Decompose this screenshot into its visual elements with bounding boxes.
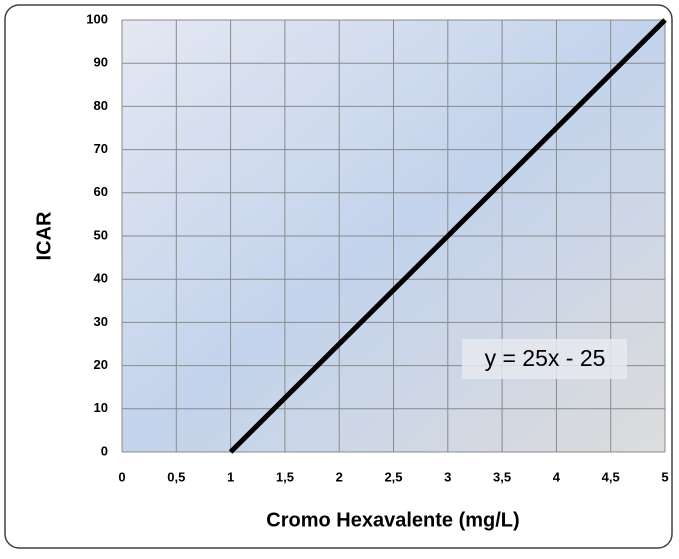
x-tick-label: 3,5 bbox=[493, 469, 511, 484]
data-line bbox=[228, 18, 667, 454]
marks bbox=[228, 18, 667, 454]
x-tick-label: 3 bbox=[444, 469, 451, 484]
x-tick-label: 5 bbox=[661, 469, 668, 484]
x-tick-label: 2,5 bbox=[384, 469, 402, 484]
y-tick-label: 100 bbox=[86, 11, 108, 26]
annotation-box bbox=[462, 339, 627, 379]
y-tick-label: 90 bbox=[94, 55, 108, 70]
y-tick-label: 80 bbox=[94, 98, 108, 113]
y-tick-label: 0 bbox=[101, 443, 108, 458]
y-tick-label: 50 bbox=[94, 227, 108, 242]
x-axis-title: Cromo Hexavalente (mg/L) bbox=[266, 509, 519, 531]
x-tick-label: 2 bbox=[336, 469, 343, 484]
y-axis-title: ICAR bbox=[33, 211, 55, 260]
annotation: y = 25x - 25 bbox=[485, 345, 606, 371]
x-tick-label: 1 bbox=[227, 469, 234, 484]
x-tick-label: 4,5 bbox=[602, 469, 620, 484]
y-tick-label: 40 bbox=[94, 271, 108, 286]
y-tick-label: 10 bbox=[94, 400, 108, 415]
grid bbox=[121, 19, 666, 453]
x-tick-label: 1,5 bbox=[276, 469, 294, 484]
y-tick-label: 30 bbox=[94, 314, 108, 329]
y-tick-label: 70 bbox=[94, 141, 108, 156]
x-tick-label: 0 bbox=[118, 469, 125, 484]
x-tick-label: 0,5 bbox=[167, 469, 185, 484]
x-tick-label: 4 bbox=[553, 469, 561, 484]
y-tick-label: 20 bbox=[94, 357, 108, 372]
y-tick-label: 60 bbox=[94, 184, 108, 199]
